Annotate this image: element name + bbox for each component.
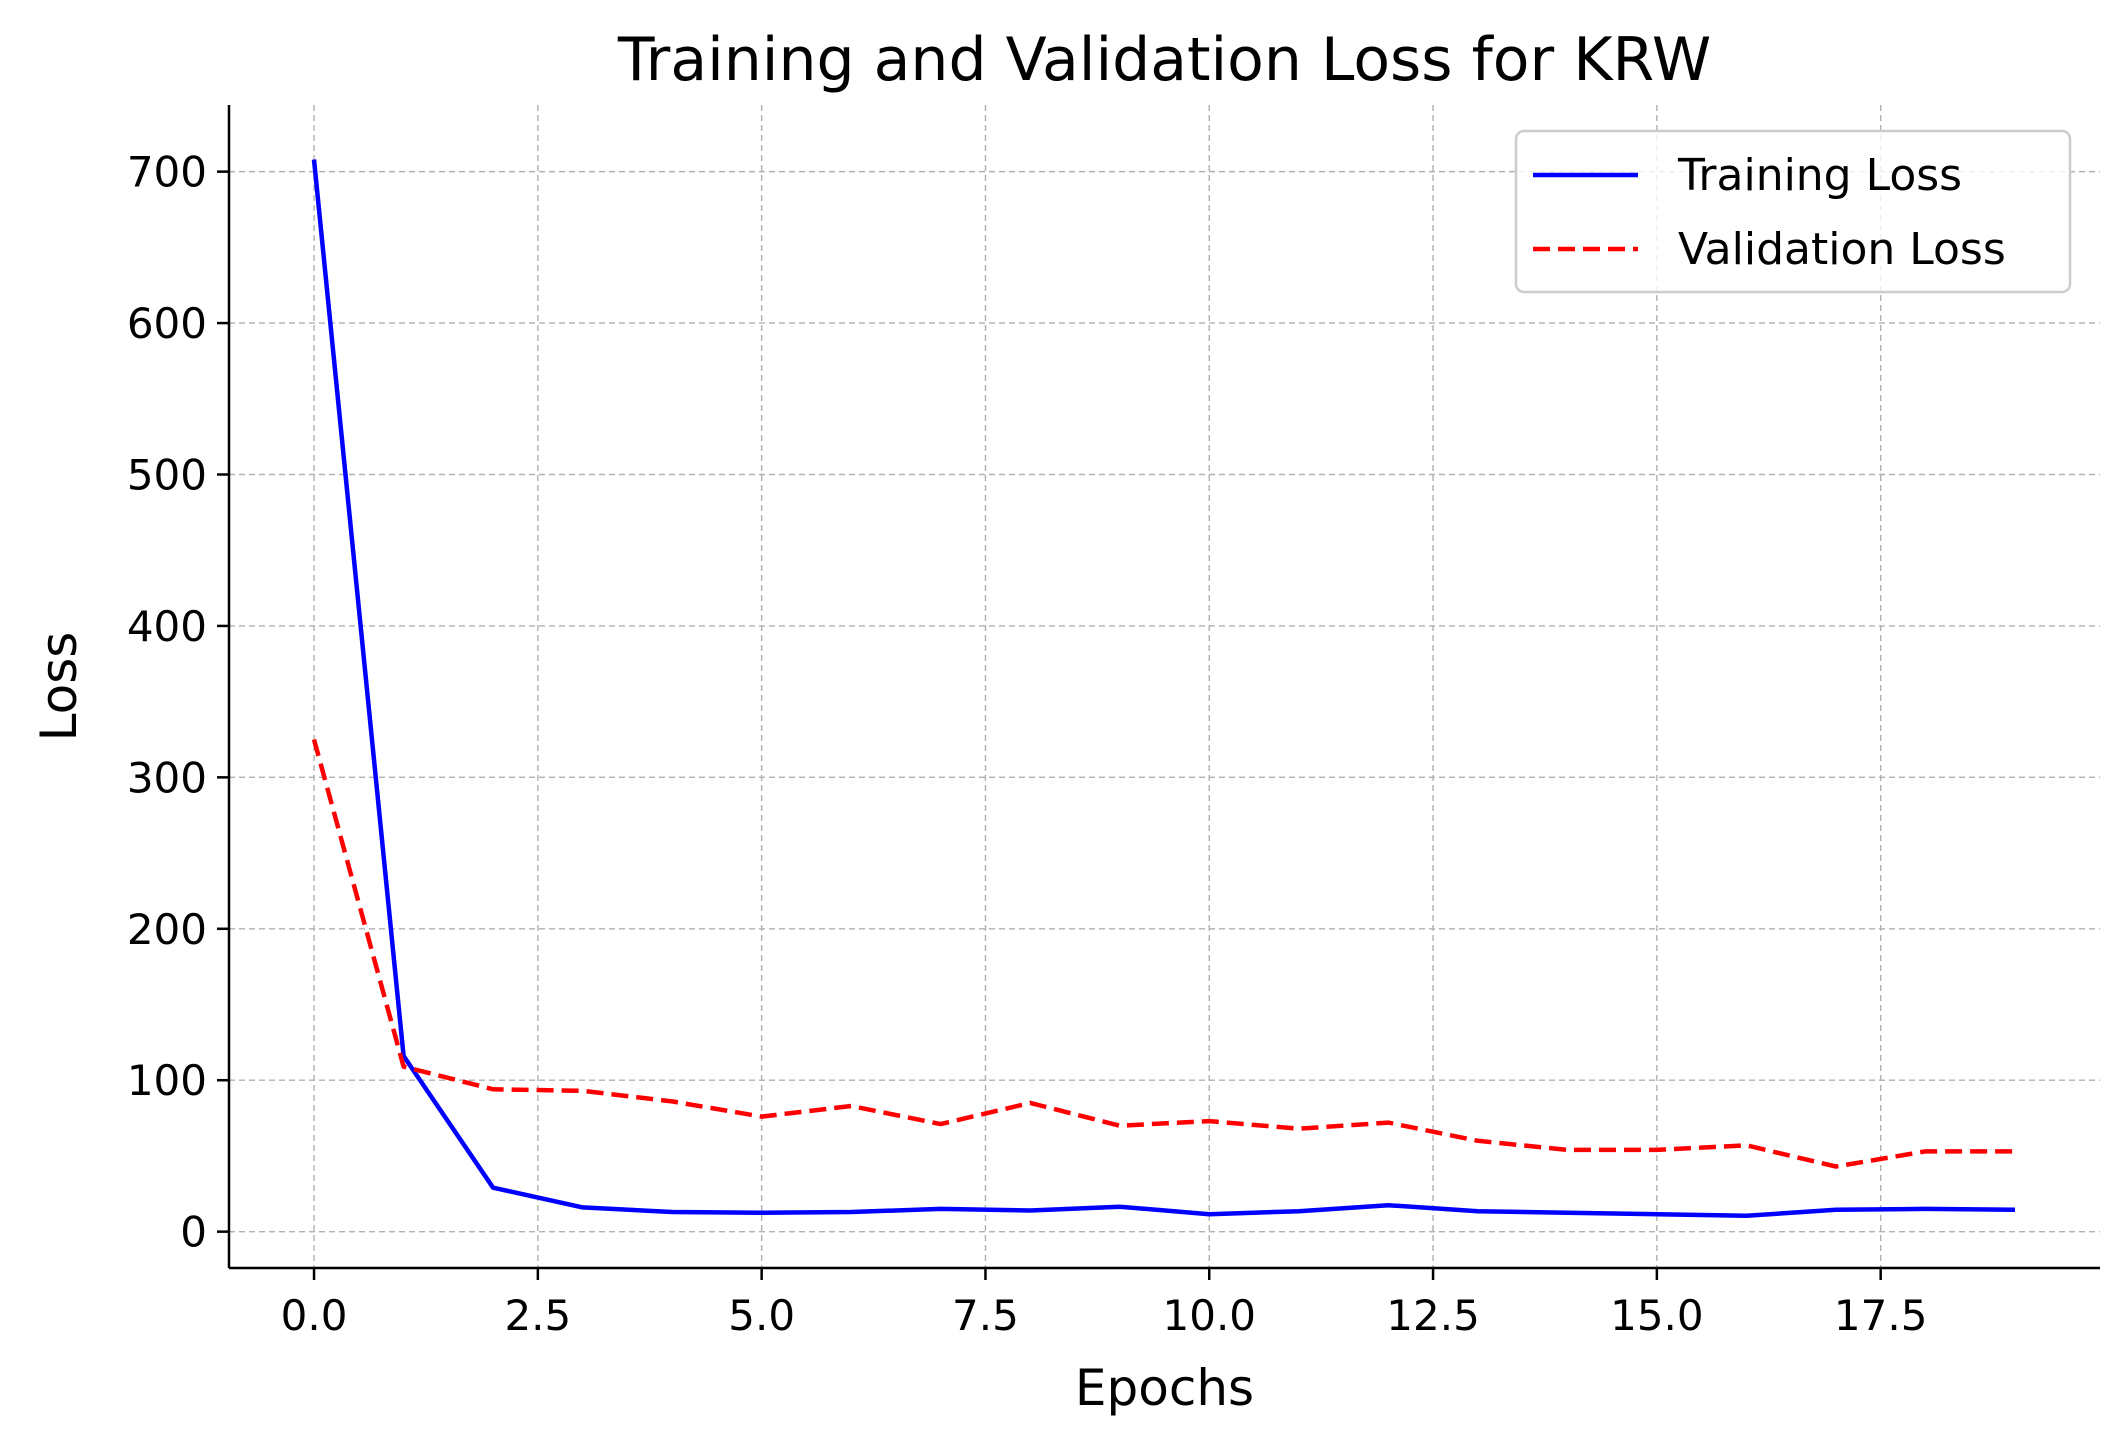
y-tick-label: 200 bbox=[127, 905, 207, 954]
x-tick-label: 0.0 bbox=[281, 1291, 348, 1340]
series-layer bbox=[311, 159, 2016, 1219]
chart-title: Training and Validation Loss for KRW bbox=[617, 25, 1711, 95]
legend-label-training-loss: Training Loss bbox=[1677, 150, 1962, 201]
x-tick-label: 12.5 bbox=[1386, 1291, 1480, 1340]
series-line-training-loss bbox=[311, 159, 2016, 1219]
y-axis-label: Loss bbox=[30, 632, 88, 742]
y-ticks: 0 100 200 300 400 500 600 700 bbox=[127, 148, 229, 1257]
x-tick-label: 17.5 bbox=[1834, 1291, 1928, 1340]
y-tick-label: 0 bbox=[180, 1208, 207, 1257]
legend-frame bbox=[1514, 129, 2072, 294]
x-tick-label: 7.5 bbox=[952, 1291, 1019, 1340]
x-tick-label: 10.0 bbox=[1163, 1291, 1257, 1340]
y-tick-label: 600 bbox=[127, 299, 207, 348]
y-tick-label: 500 bbox=[127, 450, 207, 499]
x-tick-label: 2.5 bbox=[504, 1291, 571, 1340]
x-ticks: 0.0 2.5 5.0 7.5 10.0 12.5 15.0 17.5 bbox=[281, 1268, 1928, 1340]
legend: Training Loss Validation Loss bbox=[1514, 129, 2072, 294]
y-tick-label: 400 bbox=[127, 602, 207, 651]
x-axis-label: Epochs bbox=[1075, 1359, 1254, 1417]
x-tick-label: 15.0 bbox=[1610, 1291, 1704, 1340]
series-line-validation-loss bbox=[311, 738, 2015, 1169]
y-tick-label: 700 bbox=[127, 148, 207, 197]
y-tick-label: 100 bbox=[127, 1056, 207, 1105]
axes bbox=[227, 105, 2100, 1270]
x-tick-label: 5.0 bbox=[728, 1291, 795, 1340]
legend-label-validation-loss: Validation Loss bbox=[1678, 224, 2006, 275]
y-tick-label: 300 bbox=[127, 753, 207, 802]
grid bbox=[229, 105, 2100, 1268]
